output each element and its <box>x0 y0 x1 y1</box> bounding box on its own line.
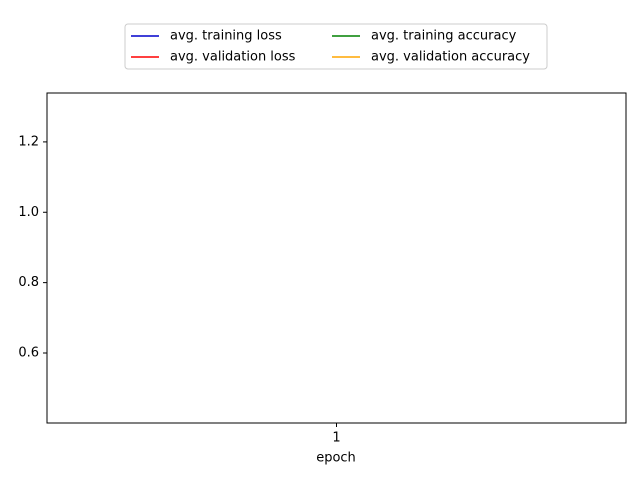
legend-label: avg. validation loss <box>170 50 296 65</box>
legend-label: avg. validation accuracy <box>371 50 530 65</box>
legend-label: avg. training loss <box>170 29 282 44</box>
x-axis-label: epoch <box>316 451 356 466</box>
plot-frame <box>46 92 627 424</box>
y-tick-label: 1.0 <box>18 205 39 220</box>
legend-box <box>124 23 548 70</box>
y-tick-label: 0.6 <box>18 345 39 360</box>
x-tick-label: 1 <box>332 431 340 446</box>
legend-label: avg. training accuracy <box>371 29 517 44</box>
y-tick-label: 1.2 <box>18 134 39 149</box>
y-tick-label: 0.8 <box>18 275 39 290</box>
